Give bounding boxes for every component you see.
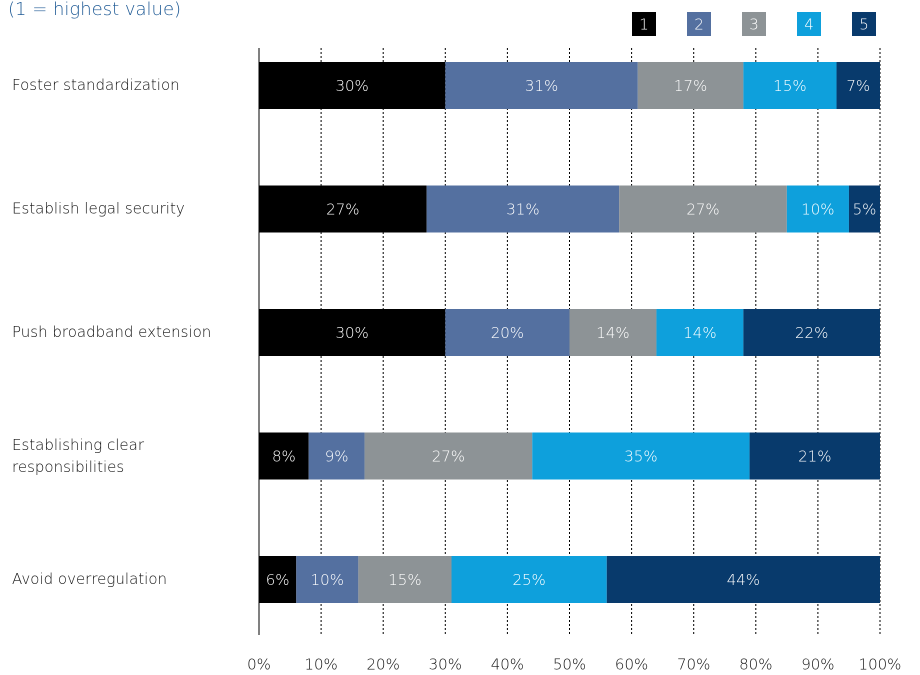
bar-segment: [426, 185, 620, 233]
data-label: 44%: [727, 571, 760, 589]
data-label: 30%: [335, 77, 368, 95]
data-label: 8%: [272, 448, 296, 466]
data-label: 7%: [846, 77, 870, 95]
bar-segment: [445, 309, 570, 356]
legend-label: 3: [749, 16, 759, 34]
legend-swatch: [687, 12, 711, 36]
x-tick-label: 70%: [677, 656, 710, 674]
bar-segment: [308, 432, 365, 480]
category-label: Establish legal security: [12, 200, 185, 218]
category-label: Establishing clear responsibilities: [12, 436, 145, 476]
data-label: 5%: [853, 201, 877, 219]
data-label: 10%: [801, 201, 834, 219]
legend-swatch: [852, 12, 876, 36]
data-label: 10%: [311, 571, 344, 589]
data-label: 25%: [512, 571, 545, 589]
bar-segment: [451, 556, 607, 603]
bar-segment: [836, 62, 880, 109]
bar-segment: [749, 432, 880, 480]
data-label: 27%: [432, 448, 465, 466]
data-label: 15%: [388, 571, 421, 589]
bar-segment: [532, 432, 750, 480]
category-label: Foster standardization: [12, 76, 180, 94]
data-label: 15%: [773, 77, 806, 95]
legend-swatch: [797, 12, 821, 36]
data-label: 31%: [506, 201, 539, 219]
data-label: 21%: [798, 448, 831, 466]
category-label: Avoid overregulation: [12, 570, 167, 588]
bar-segment: [606, 556, 880, 603]
legend-label: 4: [804, 16, 814, 34]
data-label: 14%: [596, 324, 629, 342]
bar-segment: [743, 62, 837, 109]
bar-segment: [296, 556, 359, 603]
data-label: 17%: [674, 77, 707, 95]
data-label: 31%: [525, 77, 558, 95]
x-tick-label: 20%: [367, 656, 400, 674]
bar-segment: [786, 185, 849, 233]
x-tick-label: 40%: [491, 656, 524, 674]
legend-label: 5: [859, 16, 869, 34]
data-label: 35%: [624, 448, 657, 466]
data-label: 22%: [795, 324, 828, 342]
data-label: 20%: [491, 324, 524, 342]
x-tick-label: 0%: [247, 656, 271, 674]
category-label: Push broadband extension: [12, 323, 211, 341]
legend-label: 2: [694, 16, 704, 34]
bar-segment: [259, 309, 446, 356]
bar-segment: [445, 62, 638, 109]
data-label: 30%: [335, 324, 368, 342]
bar-segment: [364, 432, 533, 480]
bar-segment: [619, 185, 787, 233]
x-tick-label: 10%: [304, 656, 337, 674]
legend-swatch: [632, 12, 656, 36]
bar-segment: [848, 185, 880, 233]
chart-title: (1 = highest value): [8, 0, 181, 20]
data-label: 6%: [266, 571, 290, 589]
x-tick-label: 30%: [429, 656, 462, 674]
bar-segment: [259, 432, 309, 480]
bar-segment: [259, 62, 446, 109]
data-label: 27%: [686, 201, 719, 219]
x-tick-label: 100%: [859, 656, 902, 674]
x-tick-label: 50%: [553, 656, 586, 674]
data-label: 9%: [325, 448, 349, 466]
data-label: 14%: [683, 324, 716, 342]
legend-label: 1: [639, 16, 649, 34]
data-label: 27%: [326, 201, 359, 219]
x-tick-label: 60%: [615, 656, 648, 674]
legend-swatch: [742, 12, 766, 36]
bar-segment: [259, 185, 427, 233]
x-tick-label: 90%: [801, 656, 834, 674]
bar-segment: [656, 309, 744, 356]
bar-segment: [569, 309, 657, 356]
bar-segment: [259, 556, 297, 603]
x-tick-label: 80%: [739, 656, 772, 674]
bar-segment: [358, 556, 452, 603]
bar-segment: [637, 62, 744, 109]
bar-segment: [743, 309, 880, 356]
